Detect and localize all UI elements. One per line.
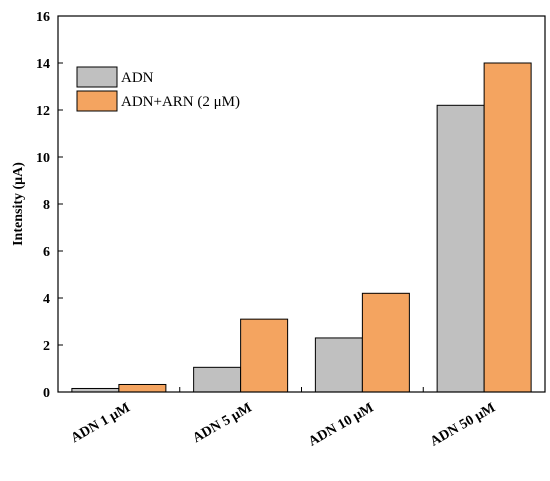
y-axis-title: Intensity (μA): [11, 162, 26, 246]
category-label: ADN 50 μM: [428, 400, 498, 449]
bar-adn-arn-2: [361, 292, 410, 393]
y-tick-label: 0: [43, 386, 50, 401]
x-axis: ADN 1 μM ADN 5 μM ADN 10 μM ADN 50 μM: [69, 387, 498, 450]
category-label: ADN 1 μM: [69, 400, 133, 446]
bar-adn-arn-0: [118, 383, 167, 393]
y-tick-label: 2: [43, 339, 50, 354]
bar-adn-arn-3: [483, 62, 532, 393]
y-tick-label: 14: [36, 57, 50, 72]
bars-group: [71, 62, 532, 393]
legend: ADN ADN+ARN (2 μM): [76, 66, 240, 112]
y-tick-label: 16: [36, 10, 50, 25]
y-axis: 0 2 4 6 8 10 12 14 16: [36, 10, 63, 401]
y-tick-label: 4: [43, 292, 50, 307]
bar-adn-3: [436, 104, 485, 393]
y-tick-label: 8: [43, 198, 50, 213]
legend-label: ADN: [121, 70, 154, 86]
legend-label: ADN+ARN (2 μM): [121, 94, 240, 110]
category-label: ADN 5 μM: [190, 400, 254, 446]
bar-adn-2: [314, 337, 363, 393]
y-tick-label: 6: [43, 245, 50, 260]
legend-swatch: [76, 66, 118, 88]
bar-adn-1: [193, 366, 242, 393]
y-tick-label: 12: [36, 104, 50, 119]
legend-swatch: [76, 90, 118, 112]
y-tick-label: 10: [36, 151, 50, 166]
bar-adn-arn-1: [240, 318, 289, 393]
category-label: ADN 10 μM: [306, 400, 376, 449]
